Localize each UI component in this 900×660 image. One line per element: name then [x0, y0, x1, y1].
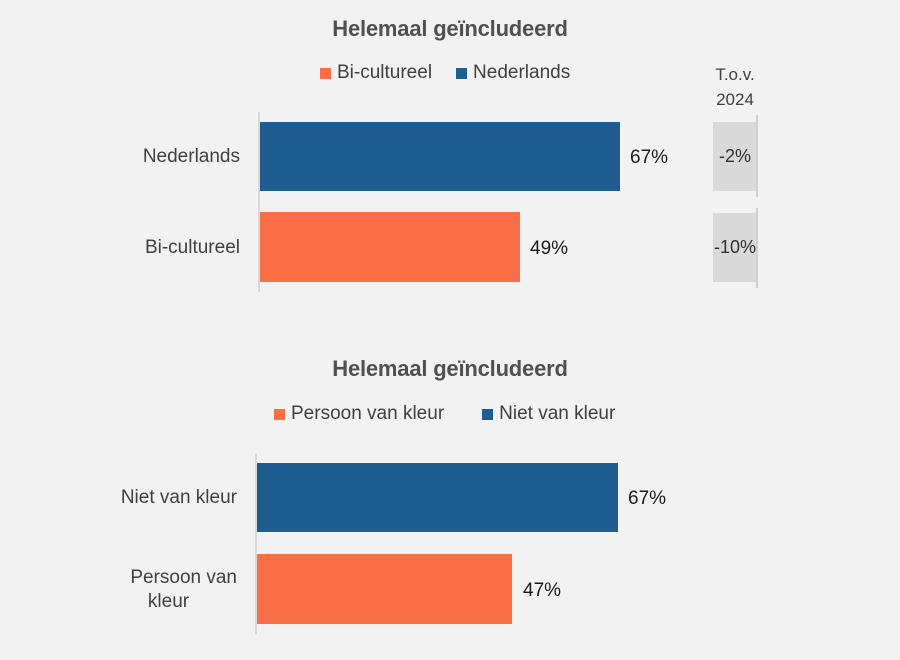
legend-label: Nederlands: [473, 62, 571, 83]
chart1-title: Helemaal geïncludeerd: [332, 16, 568, 41]
chart1-value-label: 49%: [530, 238, 569, 259]
comparison-header-line2: 2024: [716, 90, 754, 109]
legend-swatch-blue: [456, 67, 468, 79]
chart2-bar-persoon-van-kleur: [257, 554, 512, 624]
chart1-bar-bicultureel: [260, 212, 520, 282]
chart2-category-label: Persoon van kleur: [40, 566, 237, 614]
chart2-legend: Persoon van kleur Niet van kleur: [274, 403, 639, 425]
comparison-header: T.o.v. 2024: [700, 62, 770, 112]
chart2-bar-niet-van-kleur: [257, 463, 618, 532]
legend-item-nederlands: Nederlands: [456, 62, 570, 84]
comparison-axis-line: [756, 208, 758, 288]
chart1-category-label: Nederlands: [142, 146, 240, 167]
legend-label: Persoon van kleur: [291, 403, 445, 424]
legend-item-niet-van-kleur: Niet van kleur: [482, 403, 615, 425]
legend-swatch-blue: [482, 408, 494, 420]
chart2-axis-line: [255, 454, 257, 634]
legend-swatch-orange: [320, 67, 331, 79]
legend-swatch-orange: [274, 408, 285, 420]
legend-item-bicultureel: Bi-cultureel: [320, 62, 432, 84]
comparison-header-line1: T.o.v.: [715, 65, 755, 84]
chart1-axis-line: [258, 112, 260, 292]
legend-label: Bi-cultureel: [337, 62, 433, 83]
legend-label: Niet van kleur: [499, 403, 616, 424]
chart1-value-label: 67%: [630, 147, 669, 168]
legend-item-persoon-van-kleur: Persoon van kleur: [274, 403, 444, 425]
chart1-category-label: Bi-cultureel: [144, 237, 240, 258]
chart2-value-label: 67%: [628, 488, 667, 509]
chart2-title: Helemaal geïncludeerd: [332, 356, 568, 381]
chart1-bar-nederlands: [260, 122, 620, 191]
comparison-box: -10%: [713, 213, 757, 282]
chart2-category-label: Niet van kleur: [120, 487, 237, 508]
chart1-legend: Bi-cultureel Nederlands: [320, 62, 594, 84]
comparison-axis-line: [756, 115, 758, 197]
category-label-line2: kleur: [147, 591, 190, 612]
chart2-value-label: 47%: [523, 580, 562, 601]
category-label-line1: Persoon van: [130, 567, 237, 588]
comparison-box: -2%: [713, 122, 757, 191]
